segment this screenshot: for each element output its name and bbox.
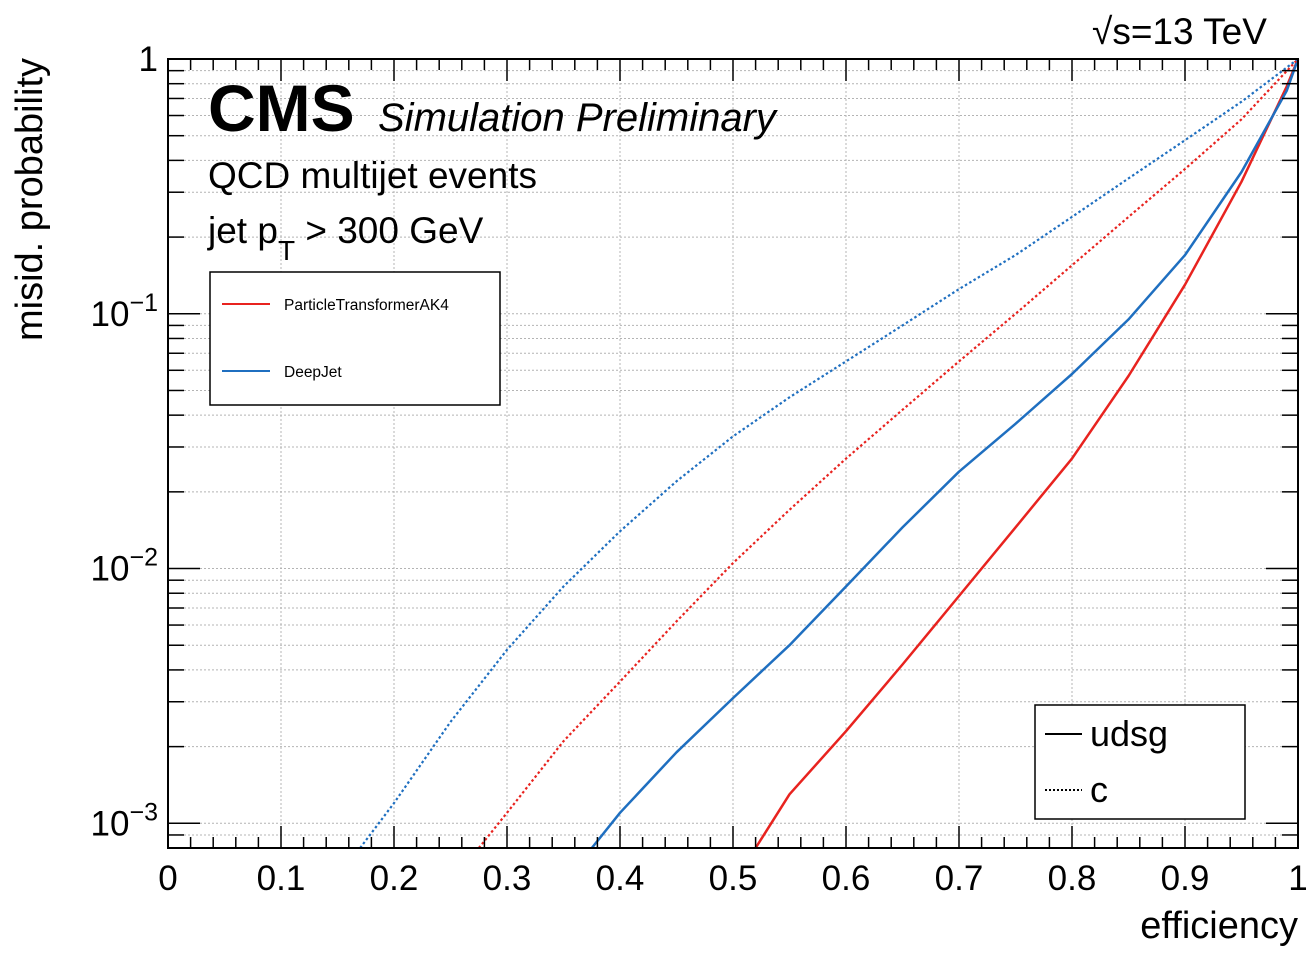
y-tick-base: 10 [91, 550, 130, 589]
y-tick-base: 10 [91, 804, 130, 843]
legend-label-deepjet: DeepJet [284, 364, 342, 381]
y-tick-label: 10−3 [91, 798, 158, 843]
x-axis-label: efficiency [1140, 905, 1298, 947]
flavour-legend: udsg c [1034, 704, 1246, 820]
y-tick-exponent: −1 [129, 289, 158, 317]
x-tick-labels: 0 0.1 0.2 0.3 0.4 0.5 0.6 0.7 0.8 0.9 1 [158, 859, 1307, 898]
x-tick-label: 0.1 [257, 859, 306, 898]
x-tick-label: 1 [1288, 859, 1307, 898]
x-tick-label: 0 [158, 859, 177, 898]
y-tick-base: 10 [91, 295, 130, 334]
series-line-deepjet-udsg [590, 58, 1300, 849]
experiment-label: CMS [208, 71, 355, 145]
series-line-particletransformerak4-c [477, 58, 1299, 849]
y-tick-exponent: −3 [129, 798, 158, 826]
energy-label: √s=13 TeV [1092, 11, 1267, 52]
y-tick-label: 1 [139, 40, 158, 79]
sqrt-symbol: √ [1092, 11, 1113, 52]
status-label: Simulation Preliminary [378, 96, 779, 140]
svg-text:√s=13 TeV: √s=13 TeV [1092, 11, 1267, 52]
cut-label: jet pT > 300 GeV [207, 210, 484, 266]
legend-label-particle-transformer: ParticleTransformerAK4 [284, 297, 449, 314]
y-tick-exponent: −2 [129, 544, 158, 572]
series-line-deepjet-c [359, 58, 1299, 849]
flavour-legend-box [1034, 704, 1246, 820]
x-tick-label: 0.5 [709, 859, 758, 898]
legend-label-c: c [1090, 769, 1108, 810]
x-tick-label: 0.3 [483, 859, 532, 898]
cut-label-sub: T [278, 235, 295, 266]
ticks [167, 58, 1299, 849]
sample-label: QCD multijet events [208, 155, 537, 196]
series-line-particletransformerak4-udsg [754, 58, 1300, 849]
cut-label-pre: jet p [207, 210, 278, 251]
curves [359, 58, 1300, 849]
energy-text: s=13 TeV [1112, 11, 1267, 52]
cut-label-post: > 300 GeV [295, 210, 484, 251]
y-tick-label: 10−2 [91, 544, 158, 589]
x-tick-label: 0.4 [596, 859, 645, 898]
legend-label-udsg: udsg [1090, 713, 1168, 754]
x-tick-label: 0.7 [935, 859, 984, 898]
x-tick-label: 0.9 [1161, 859, 1210, 898]
y-tick-label: 10−1 [91, 289, 158, 334]
x-tick-label: 0.2 [370, 859, 419, 898]
algorithm-legend-box [209, 271, 501, 406]
x-tick-label: 0.8 [1048, 859, 1097, 898]
x-tick-label: 0.6 [822, 859, 871, 898]
y-axis-label: misid. probability [9, 58, 51, 341]
y-tick-labels: 10−310−210−11 [91, 40, 158, 843]
algorithm-legend: ParticleTransformerAK4 DeepJet [209, 271, 501, 406]
y-tick-base: 1 [139, 40, 158, 79]
